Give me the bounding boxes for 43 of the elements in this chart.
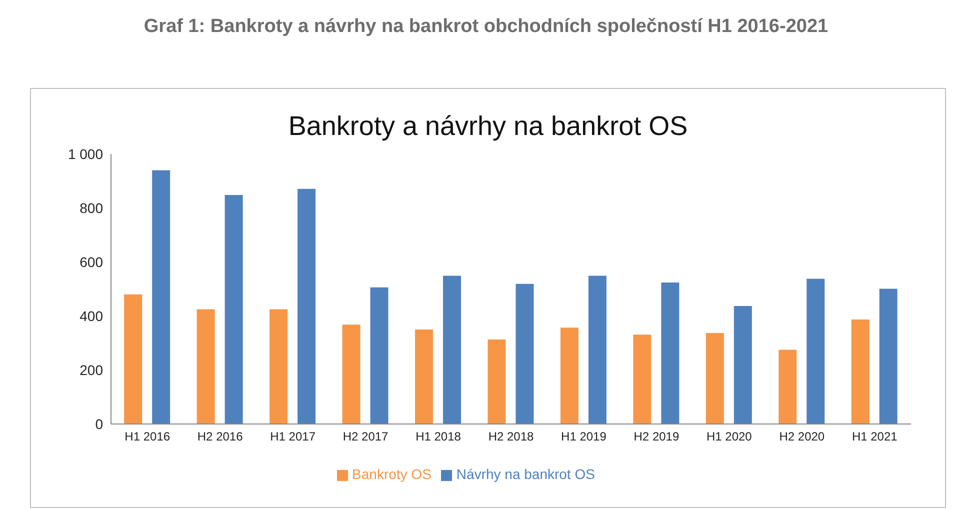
chart-title: Bankroty a návrhy na bankrot OS <box>287 111 689 142</box>
bar <box>298 188 316 424</box>
bar <box>124 294 142 424</box>
x-tick-label: H1 2021 <box>852 430 898 444</box>
bar <box>879 288 898 424</box>
bar <box>152 170 170 424</box>
bar <box>196 309 215 424</box>
x-tick-label: H2 2020 <box>779 430 825 444</box>
bar <box>806 278 825 424</box>
bar <box>443 276 461 424</box>
x-tick-label: H1 2019 <box>561 430 607 444</box>
bar <box>661 282 680 424</box>
bar <box>415 330 433 424</box>
bar <box>633 334 652 424</box>
bar <box>488 339 506 424</box>
bar <box>224 195 243 424</box>
y-tick-label: 1 000 <box>68 146 104 162</box>
x-tick-label: H1 2018 <box>416 430 462 444</box>
y-tick-label: 0 <box>95 416 104 432</box>
x-tick-label: H1 2017 <box>270 430 316 444</box>
x-tick-label: H1 2016 <box>124 430 170 444</box>
bar <box>516 284 534 424</box>
bar <box>588 276 606 424</box>
y-tick-label: 800 <box>80 200 104 216</box>
x-tick-label: H2 2016 <box>197 430 244 444</box>
x-tick-label: H1 2020 <box>706 430 752 444</box>
x-tick-label: H2 2018 <box>488 430 534 444</box>
bar <box>342 324 360 424</box>
y-tick-label: 600 <box>80 254 104 270</box>
x-tick-label: H2 2019 <box>634 430 680 444</box>
bar <box>560 328 578 424</box>
chart-subtitle: Graf 1: Bankroty a návrhy na bankrot obchodních společností H1 2016-2021 <box>142 15 830 39</box>
bar <box>778 350 797 424</box>
legend-label: Bankroty OS <box>352 466 432 482</box>
bar <box>851 320 870 424</box>
x-tick-label: H2 2017 <box>342 430 389 444</box>
bar <box>706 333 724 424</box>
bar <box>270 309 288 424</box>
bar <box>370 287 388 424</box>
legend-label: Návrhy na bankrot OS <box>456 466 595 482</box>
y-tick-label: 200 <box>80 362 104 378</box>
bar <box>734 306 752 424</box>
y-tick-label: 400 <box>80 308 104 324</box>
